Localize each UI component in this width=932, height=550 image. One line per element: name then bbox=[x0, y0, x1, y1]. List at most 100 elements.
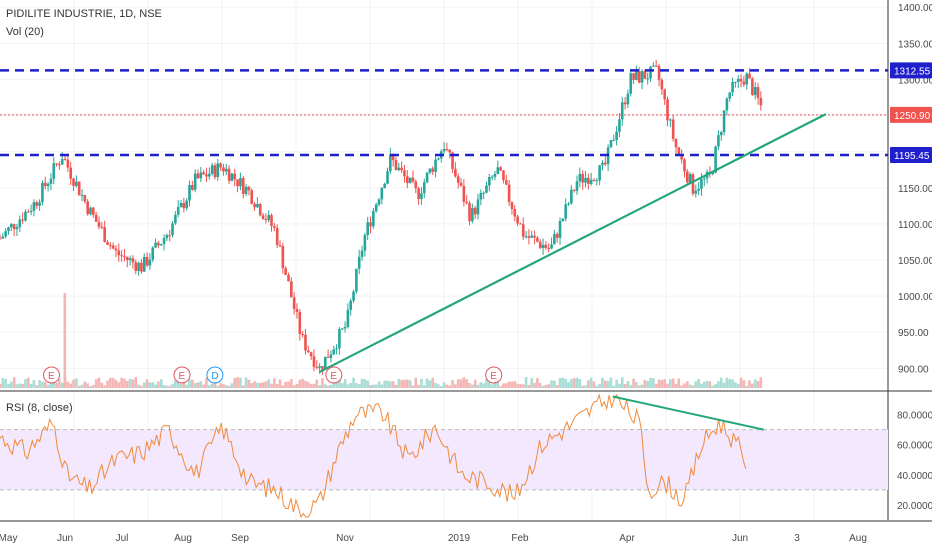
volume-bar bbox=[669, 379, 672, 388]
volume-bar bbox=[708, 381, 712, 388]
volume-bar bbox=[275, 383, 279, 388]
candle-body bbox=[377, 199, 381, 205]
candle-body bbox=[473, 207, 477, 215]
event-letter: E bbox=[179, 371, 186, 382]
candle-body bbox=[524, 236, 528, 238]
candle-body bbox=[719, 132, 723, 136]
candle-body bbox=[442, 148, 446, 152]
volume-bar bbox=[210, 383, 214, 388]
volume-bar bbox=[468, 382, 471, 388]
candle-body bbox=[592, 179, 596, 181]
volume-bar bbox=[10, 381, 13, 388]
volume-bar bbox=[550, 380, 553, 388]
candle-body bbox=[111, 245, 115, 249]
rsi-divergence-line bbox=[612, 395, 764, 431]
candle-body bbox=[372, 211, 375, 227]
candle-body bbox=[278, 245, 282, 247]
candle-body bbox=[338, 329, 341, 349]
volume-bar bbox=[643, 379, 647, 388]
volume-bar bbox=[363, 379, 367, 388]
volume-bar bbox=[448, 385, 452, 388]
candle-body bbox=[103, 227, 106, 242]
volume-bar bbox=[504, 383, 508, 388]
volume-bar bbox=[615, 379, 618, 388]
volume-bar bbox=[649, 377, 652, 388]
candle-body bbox=[174, 214, 177, 224]
candle-body bbox=[553, 234, 556, 245]
volume-bar bbox=[239, 377, 242, 388]
candle-body bbox=[403, 170, 406, 177]
candle-body bbox=[386, 171, 389, 184]
candle-body bbox=[208, 173, 211, 177]
volume-bar bbox=[202, 384, 205, 388]
candle-body bbox=[360, 250, 364, 257]
candle-body bbox=[507, 184, 511, 202]
candle-body bbox=[15, 227, 19, 230]
candle-body bbox=[488, 176, 491, 186]
volume-bar bbox=[309, 383, 313, 388]
volume-bar bbox=[372, 384, 375, 388]
time-tick-label: 2019 bbox=[448, 533, 471, 544]
volume-bar bbox=[244, 377, 248, 388]
volume-bar bbox=[431, 377, 435, 388]
candle-body bbox=[547, 247, 551, 249]
event-marker bbox=[43, 366, 61, 384]
candle-body bbox=[346, 309, 350, 327]
volume-bar bbox=[103, 385, 106, 388]
candle-body bbox=[75, 181, 78, 186]
level-label: 1195.45 bbox=[894, 151, 930, 162]
event-letter: E bbox=[48, 371, 55, 382]
volume-bar bbox=[151, 382, 155, 388]
candle-body bbox=[374, 204, 378, 212]
candle-body bbox=[46, 183, 50, 187]
volume-bar bbox=[606, 380, 610, 388]
volume-bar bbox=[499, 385, 502, 388]
candle-body bbox=[275, 227, 279, 246]
candle-body bbox=[555, 234, 559, 238]
volume-bar bbox=[612, 385, 616, 388]
volume-bar bbox=[496, 378, 500, 388]
volume-bar bbox=[541, 385, 545, 388]
volume-bar bbox=[366, 380, 369, 388]
candle-body bbox=[117, 250, 121, 256]
candle-body bbox=[479, 193, 483, 200]
candle-body bbox=[731, 81, 734, 93]
volume-bar bbox=[683, 383, 686, 388]
volume-bar bbox=[89, 385, 92, 388]
candle-body bbox=[58, 164, 61, 166]
candle-body bbox=[688, 174, 692, 183]
volume-bar bbox=[652, 378, 655, 388]
volume-bar bbox=[307, 381, 310, 388]
candle-body bbox=[55, 163, 58, 165]
candle-body bbox=[745, 73, 749, 85]
volume-bar bbox=[422, 385, 426, 388]
volume-bar bbox=[564, 378, 567, 388]
volume-bar bbox=[94, 379, 98, 388]
candle-body bbox=[564, 204, 567, 219]
candle-body bbox=[304, 334, 307, 351]
candle-body bbox=[751, 78, 754, 96]
candle-body bbox=[615, 131, 618, 141]
price-tick-label: 900.00 bbox=[898, 364, 929, 375]
volume-bar bbox=[742, 380, 746, 388]
volume-bar bbox=[575, 377, 579, 388]
volume-bar bbox=[657, 379, 661, 388]
volume-bar bbox=[24, 379, 27, 388]
volume-bar bbox=[745, 385, 749, 388]
volume-bar bbox=[671, 378, 675, 388]
volume-bar bbox=[355, 383, 358, 388]
volume-bar bbox=[38, 380, 41, 388]
volume-bar bbox=[4, 378, 7, 388]
candle-body bbox=[140, 262, 143, 272]
volume-bar bbox=[589, 377, 593, 388]
candle-body bbox=[629, 73, 633, 94]
volume-bar bbox=[386, 380, 389, 388]
event-marker bbox=[173, 366, 191, 384]
candle-body bbox=[493, 173, 497, 177]
volume-bar bbox=[561, 377, 565, 388]
volume-bar bbox=[719, 377, 723, 388]
volume-bar bbox=[369, 384, 372, 388]
candle-body bbox=[69, 167, 73, 179]
volume-bar bbox=[236, 377, 239, 388]
candle-body bbox=[128, 258, 132, 261]
